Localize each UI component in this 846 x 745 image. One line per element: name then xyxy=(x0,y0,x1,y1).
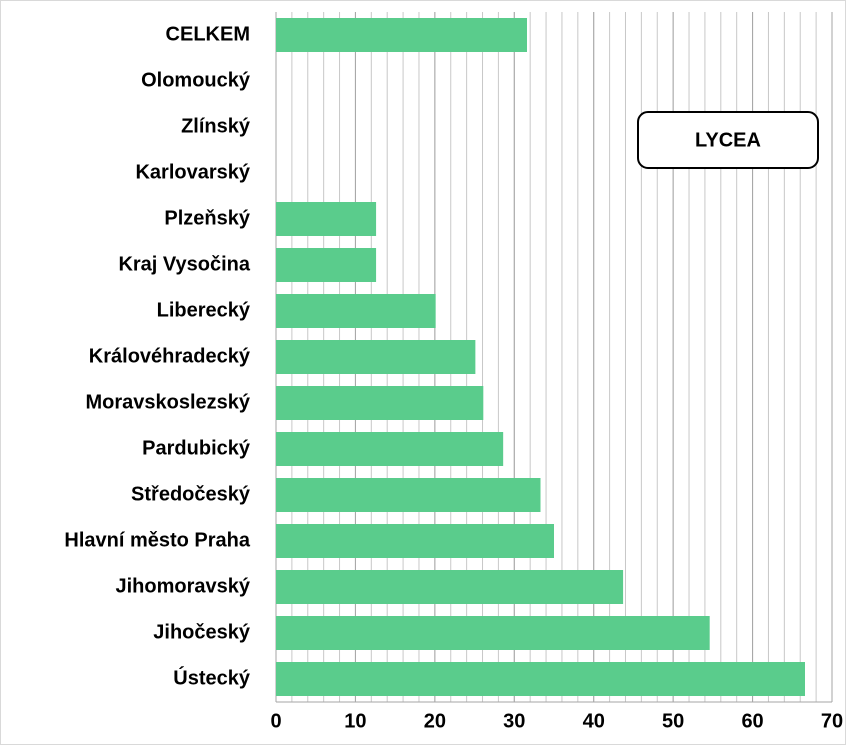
bar xyxy=(276,386,484,420)
y-tick-label: Plzeňský xyxy=(164,207,250,229)
y-tick-label: Středočeský xyxy=(131,483,251,505)
x-tick-label: 10 xyxy=(344,710,366,732)
bar xyxy=(276,616,710,650)
y-tick-label: CELKEM xyxy=(166,23,250,45)
y-tick-label: Královéhradecký xyxy=(89,345,251,367)
x-tick-label: 50 xyxy=(662,710,684,732)
bar xyxy=(276,248,377,282)
y-tick-label: Karlovarský xyxy=(135,161,250,183)
x-tick-label: 30 xyxy=(503,710,525,732)
chart-title: LYCEA xyxy=(695,129,761,151)
bar xyxy=(276,478,541,512)
y-tick-label: Ústecký xyxy=(173,665,251,689)
y-tick-label: Liberecký xyxy=(157,299,251,321)
x-tick-label: 70 xyxy=(821,710,843,732)
y-tick-label: Pardubický xyxy=(142,437,251,459)
x-tick-label: 0 xyxy=(270,710,281,732)
bar xyxy=(276,202,377,236)
y-tick-label: Kraj Vysočina xyxy=(118,253,250,275)
y-tick-label: Moravskoslezský xyxy=(85,391,250,413)
bar xyxy=(276,294,436,328)
bar xyxy=(276,524,554,558)
y-tick-label: Hlavní město Praha xyxy=(64,529,251,551)
bar xyxy=(276,432,504,466)
bar xyxy=(276,340,476,374)
bar xyxy=(276,18,527,52)
y-tick-label: Jihočeský xyxy=(153,621,251,643)
x-tick-label: 40 xyxy=(583,710,605,732)
bar xyxy=(276,662,805,696)
x-tick-label: 60 xyxy=(741,710,763,732)
y-tick-label: Zlínský xyxy=(181,115,251,137)
title-box xyxy=(637,111,819,169)
y-tick-label: Olomoucký xyxy=(141,69,251,91)
bar xyxy=(276,570,624,604)
x-tick-label: 20 xyxy=(424,710,446,732)
y-tick-label: Jihomoravský xyxy=(115,575,250,597)
